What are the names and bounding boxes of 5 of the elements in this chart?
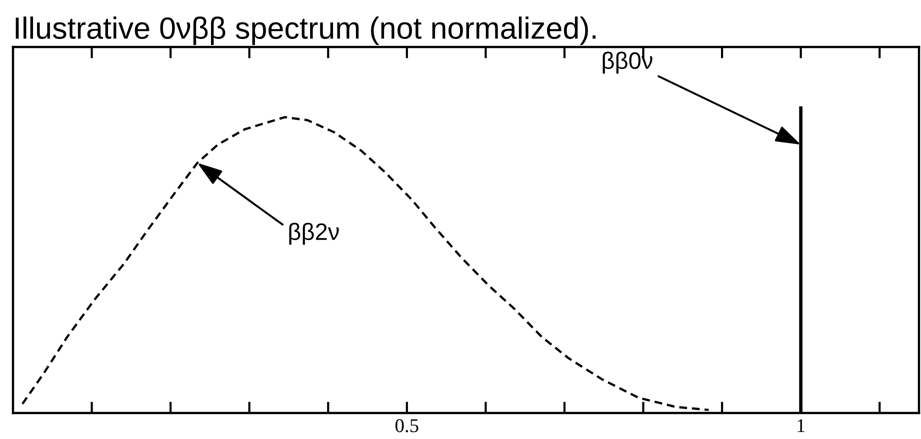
x-tick-label: 1: [798, 419, 805, 432]
annotation: ββ2ν: [289, 222, 339, 245]
annotation: ββ0ν: [602, 52, 652, 74]
chart-title: Illustrative 0νββ spectrum (not normalized).: [16, 16, 596, 46]
x-tick-label: 0.5: [396, 419, 418, 432]
